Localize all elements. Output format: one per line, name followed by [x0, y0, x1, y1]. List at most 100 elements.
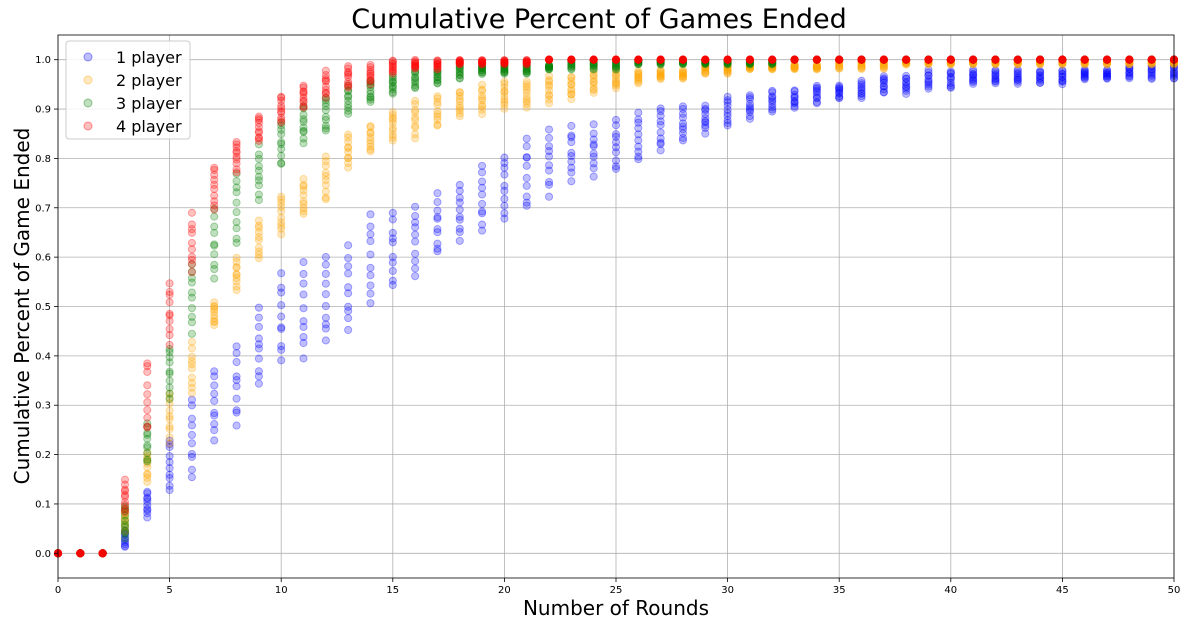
data-point: [812, 90, 821, 100]
data-point: [611, 68, 621, 77]
data-point: [366, 136, 375, 145]
data-point: [589, 84, 598, 93]
data-point: [611, 121, 621, 130]
data-point: [433, 110, 442, 119]
data-point: [98, 549, 107, 558]
data-point: [76, 549, 85, 558]
data-point: [277, 324, 286, 333]
data-point: [210, 240, 219, 249]
data-point: [745, 57, 754, 67]
data-point: [299, 354, 308, 363]
x-tick-label: 50: [1168, 585, 1181, 596]
data-point: [812, 83, 821, 92]
data-point: [1102, 56, 1112, 65]
data-point: [701, 63, 710, 72]
data-point: [768, 63, 777, 72]
data-point: [165, 424, 174, 434]
data-point: [1125, 56, 1134, 65]
data-point: [589, 71, 598, 80]
data-point: [433, 72, 442, 81]
data-point: [701, 60, 710, 69]
data-point: [1102, 57, 1112, 66]
data-point: [478, 65, 487, 74]
data-point: [143, 443, 152, 452]
data-point: [187, 383, 196, 392]
data-point: [478, 209, 487, 218]
data-point: [902, 74, 911, 83]
data-point: [634, 147, 643, 156]
data-point: [478, 100, 487, 110]
data-point: [611, 71, 621, 80]
data-point: [165, 393, 174, 403]
data-point: [76, 549, 85, 558]
data-point: [1058, 67, 1067, 76]
data-point: [210, 204, 219, 213]
data-point: [1147, 55, 1156, 65]
data-point: [500, 100, 509, 109]
data-point: [969, 60, 978, 69]
data-point: [991, 76, 1000, 85]
data-point: [768, 62, 777, 71]
data-point: [411, 123, 420, 132]
legend-marker: [83, 121, 93, 131]
data-point: [500, 201, 509, 210]
data-point: [143, 434, 152, 443]
data-point: [835, 55, 844, 64]
data-point: [254, 367, 263, 376]
data-point: [187, 312, 196, 321]
data-point: [790, 61, 799, 70]
data-point: [701, 55, 710, 64]
data-point: [120, 505, 130, 514]
data-point: [835, 59, 844, 68]
data-point: [790, 103, 799, 112]
data-point: [835, 86, 844, 95]
data-point: [254, 344, 263, 353]
data-point: [678, 122, 688, 131]
data-point: [299, 126, 308, 135]
data-point: [366, 133, 375, 142]
data-point: [544, 180, 554, 189]
data-point: [143, 428, 152, 438]
data-point: [120, 529, 130, 538]
data-point: [946, 69, 955, 78]
data-point: [857, 80, 866, 90]
data-point: [656, 128, 665, 137]
data-point: [478, 168, 487, 177]
data-point: [98, 549, 107, 558]
data-point: [187, 421, 196, 430]
data-point: [366, 210, 375, 219]
data-point: [165, 399, 174, 408]
data-point: [143, 422, 152, 431]
data-point: [902, 60, 911, 69]
data-point: [143, 454, 152, 464]
data-point: [165, 367, 174, 376]
data-point: [165, 442, 174, 452]
data-point: [500, 67, 509, 76]
data-point: [411, 249, 420, 258]
data-point: [500, 163, 509, 172]
series-1-points: [53, 60, 1179, 558]
data-point: [478, 91, 487, 100]
data-point: [656, 58, 665, 67]
data-point: [812, 63, 821, 72]
data-point: [902, 84, 911, 93]
data-point: [790, 98, 799, 107]
data-point: [701, 58, 710, 67]
data-point: [634, 155, 643, 164]
data-point: [388, 258, 397, 267]
data-point: [165, 436, 174, 445]
data-point: [745, 60, 754, 69]
data-point: [277, 283, 286, 292]
data-point: [478, 105, 487, 114]
data-point: [768, 62, 777, 71]
data-point: [544, 65, 554, 74]
data-point: [455, 63, 464, 72]
data-point: [812, 60, 821, 69]
data-point: [277, 139, 286, 149]
data-point: [1102, 58, 1112, 67]
data-point: [366, 147, 375, 156]
data-point: [455, 236, 464, 245]
data-point: [611, 64, 621, 73]
data-point: [321, 157, 330, 166]
data-point: [522, 67, 531, 76]
